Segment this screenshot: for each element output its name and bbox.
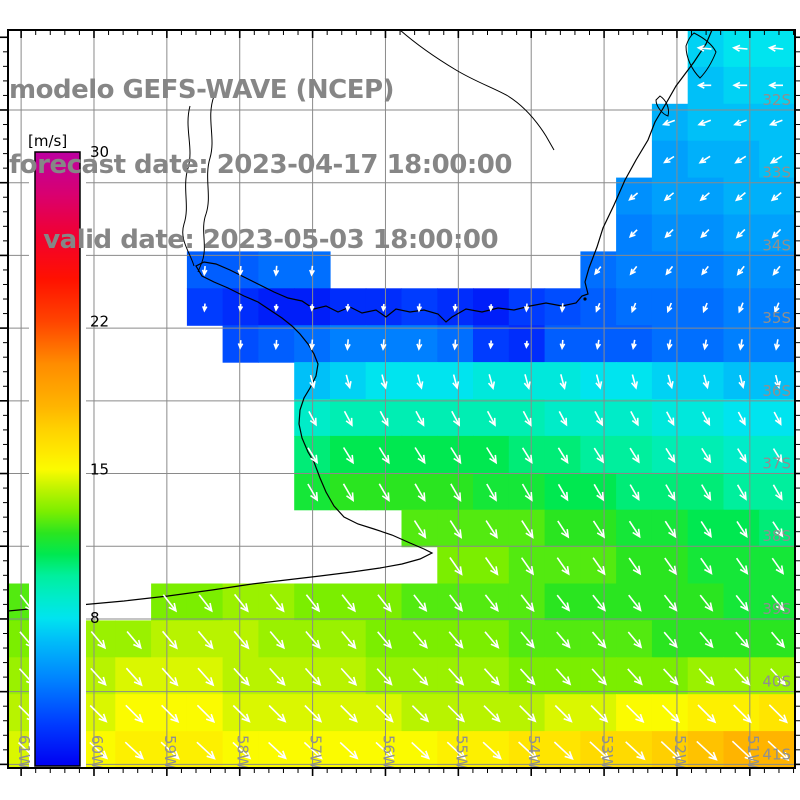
lon-label: 54W [525, 735, 543, 769]
colorbar-tick-label: 15 [90, 461, 109, 479]
colorbar-tick-label: 22 [90, 312, 109, 330]
river-path [182, 105, 195, 267]
lon-label: 59W [161, 735, 179, 769]
lat-label: 39S [762, 600, 791, 618]
island-dot [583, 297, 587, 301]
wind-arrows-layer [17, 44, 790, 762]
lat-label: 33S [762, 164, 791, 182]
lat-label: 41S [762, 745, 791, 763]
wind-speed-field-layer [8, 30, 796, 769]
lon-label: 57W [307, 735, 325, 769]
lon-label: 56W [380, 735, 398, 769]
colorbar: [m/s] 30 22 15 8 [28, 127, 109, 775]
lon-label: 61W [15, 735, 33, 769]
lat-label: 40S [762, 673, 791, 691]
river-path [197, 95, 215, 273]
lon-label: 51W [744, 735, 762, 769]
coastline-layer [7, 29, 717, 612]
lon-label: 53W [598, 735, 616, 769]
lat-label: 36S [762, 382, 791, 400]
lon-label: 58W [234, 735, 252, 769]
lat-label: 32S [762, 91, 791, 109]
lagoon-path [685, 32, 717, 79]
colorbar-gradient [34, 151, 81, 767]
axis-labels-layer: 32S 33S 34S 35S 36S 37S 38S 39S 40S 41S 61W 60W 59W 5… [15, 91, 791, 769]
lat-label: 38S [762, 527, 791, 545]
river-path [399, 29, 555, 151]
colorbar-tick-label: 30 [90, 143, 109, 161]
lat-label: 35S [762, 309, 791, 327]
lon-label: 52W [671, 735, 689, 769]
lat-label: 37S [762, 455, 791, 473]
coastline-path [7, 29, 713, 612]
lat-label: 34S [762, 236, 791, 254]
colorbar-unit-label: [m/s] [28, 132, 67, 150]
lagoon-path [655, 95, 669, 117]
colorbar-tick-label: 8 [90, 609, 100, 627]
axes-frame [0, 29, 800, 776]
lon-label: 55W [452, 735, 470, 769]
lon-label: 60W [88, 735, 106, 769]
